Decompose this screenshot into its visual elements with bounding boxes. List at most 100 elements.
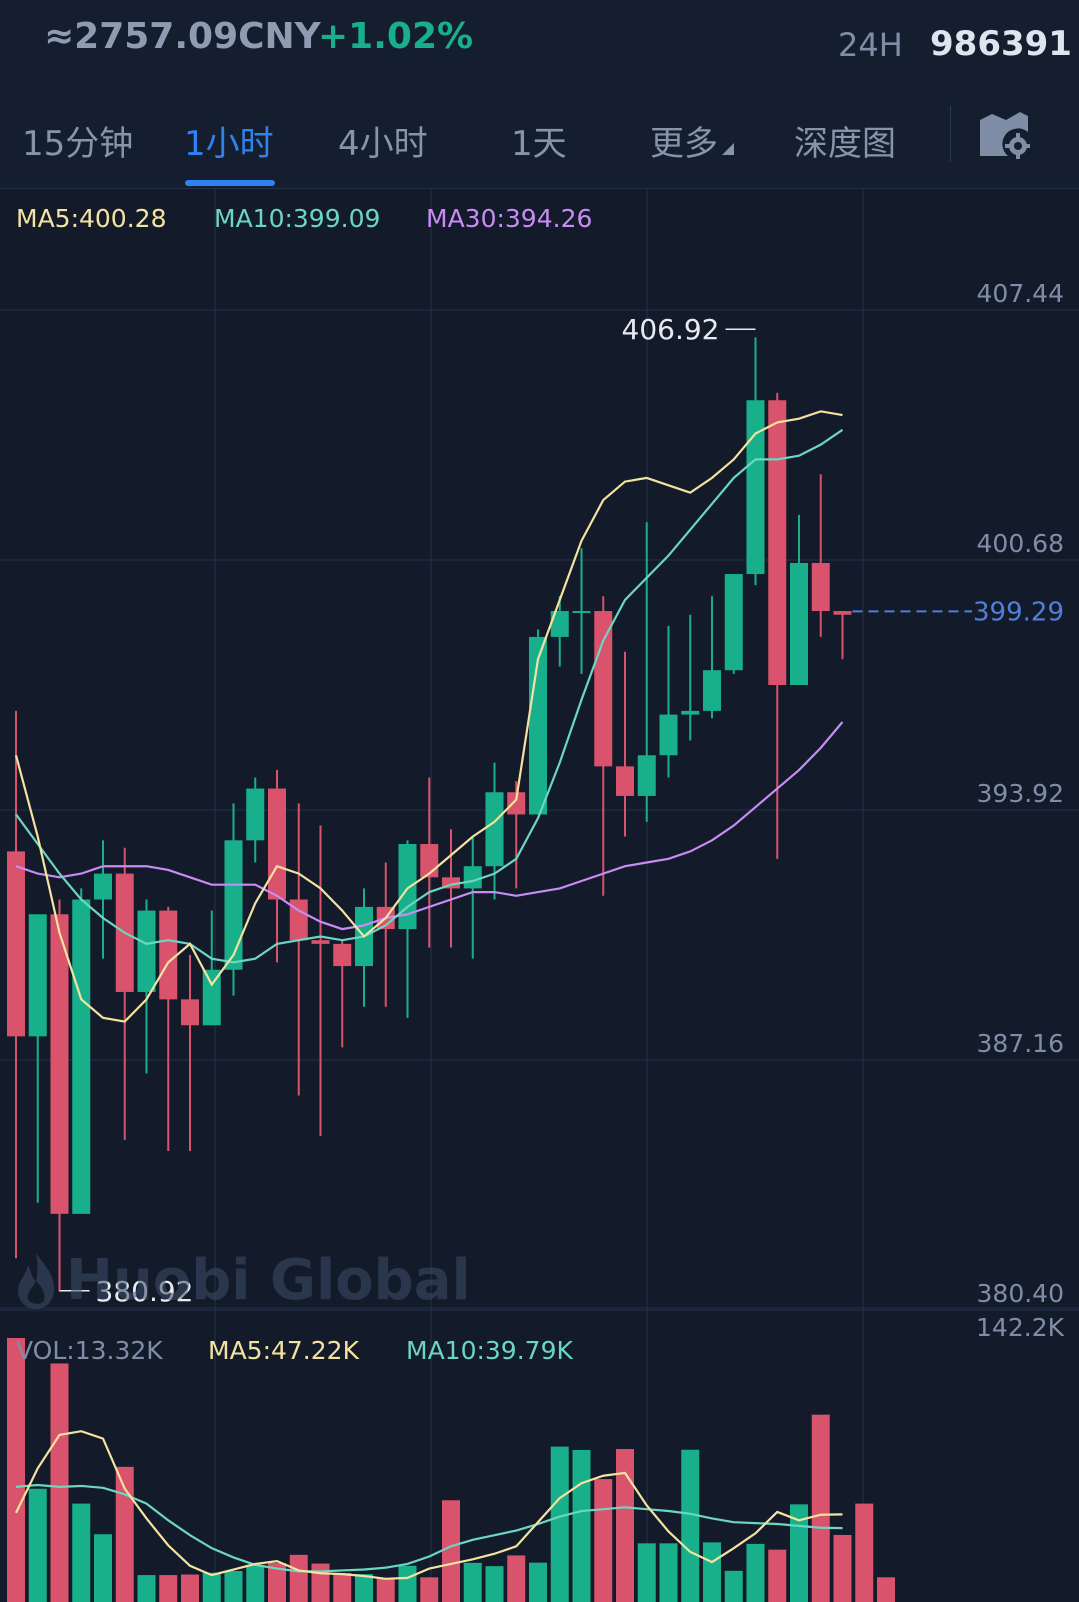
- volume-bar: [442, 1500, 460, 1602]
- volume-ma10-line: [15, 1483, 843, 1573]
- volume-bar: [50, 1363, 69, 1602]
- volume-bar: [529, 1562, 547, 1602]
- candle-body: [550, 611, 569, 637]
- candle-body: [333, 943, 352, 967]
- volume-bar: [289, 1554, 308, 1602]
- tab-more[interactable]: 更多: [650, 116, 736, 165]
- volume-bar: [268, 1563, 286, 1602]
- volume-bar: [137, 1575, 156, 1602]
- kline-chart[interactable]: 407.44 400.68 393.92 387.16 380.40 142.2K 399.…: [0, 188, 1079, 1602]
- volume-bar: [28, 1488, 47, 1602]
- candle-body: [811, 562, 830, 612]
- candle-body: [181, 999, 199, 1026]
- ma30-legend: MA30:394.26: [426, 204, 593, 233]
- tab-depth-chart[interactable]: 深度图: [794, 124, 896, 164]
- candle-body: [137, 910, 156, 992]
- volume-bar: [550, 1446, 569, 1602]
- candle-body: [594, 611, 613, 767]
- volume-bar: [594, 1479, 613, 1602]
- triangle-down-icon: [722, 143, 734, 155]
- price-axis-label: 407.44: [977, 279, 1064, 308]
- interval-tabs: 15分钟 1小时 4小时 1天 更多 深度图: [0, 96, 1079, 189]
- candle-body: [485, 792, 504, 867]
- candle-body: [72, 899, 91, 1214]
- volume-bar: [637, 1543, 656, 1602]
- volume-bar: [703, 1542, 721, 1602]
- chart-settings-icon[interactable]: [978, 110, 1030, 160]
- candle-body: [746, 400, 765, 575]
- candle-body: [224, 840, 243, 970]
- candle-body: [202, 969, 221, 1026]
- price-change-percent: +1.02%: [318, 16, 474, 57]
- high-price-label: 406.92: [622, 313, 720, 346]
- tab-15min[interactable]: 15分钟: [22, 124, 134, 164]
- volume-bar: [463, 1562, 482, 1602]
- volume-ma5-line: [15, 1430, 843, 1580]
- volume-bar: [94, 1534, 112, 1602]
- volume-bar: [681, 1449, 700, 1602]
- candles: [7, 337, 852, 1292]
- volume-bar: [855, 1503, 874, 1602]
- candle-body: [659, 714, 678, 756]
- volume-legend: VOL:13.32K: [16, 1336, 163, 1365]
- price-axis-label: 387.16: [977, 1029, 1064, 1058]
- volume-bar: [159, 1575, 178, 1602]
- price-axis-label: 380.40: [977, 1279, 1064, 1308]
- tab-more-label: 更多: [650, 124, 718, 164]
- volume-bar: [485, 1566, 504, 1602]
- candle-body: [637, 755, 656, 796]
- volume-bar: [572, 1449, 591, 1602]
- watermark-text: Huobi Global: [66, 1248, 471, 1313]
- volume-bar: [768, 1549, 787, 1602]
- volume-bar: [355, 1574, 373, 1602]
- candle-body: [572, 611, 591, 614]
- candle-body: [7, 851, 25, 1037]
- candle-body: [311, 940, 330, 944]
- price-cny: ≈2757.09CNY: [44, 16, 321, 57]
- volume-bar: [833, 1534, 852, 1602]
- tab-1hour[interactable]: 1小时: [184, 124, 274, 164]
- volume-ma10-legend: MA10:39.79K: [406, 1336, 573, 1365]
- candle-body: [268, 788, 286, 900]
- volume-bars: [7, 1338, 895, 1602]
- volume-bar: [659, 1543, 678, 1602]
- ma30-line: [15, 721, 844, 931]
- candle-body: [28, 914, 47, 1037]
- chart-grid: [0, 188, 1079, 1602]
- volume-bar: [507, 1555, 526, 1602]
- ticker-header: ≈2757.09CNY +1.02% 24H 986391: [0, 0, 1079, 96]
- candle-body: [703, 670, 721, 711]
- candle-body: [768, 400, 787, 685]
- candle-body: [681, 710, 700, 715]
- candlestick-chart[interactable]: 407.44 400.68 393.92 387.16 380.40 142.2K 399.…: [0, 188, 1079, 1602]
- candle-body: [833, 611, 852, 615]
- candle-body: [289, 899, 308, 941]
- tab-4hour[interactable]: 4小时: [338, 124, 428, 164]
- tab-1day[interactable]: 1天: [511, 124, 567, 164]
- ma5-line: [14, 410, 843, 1023]
- tab-divider: [950, 106, 951, 162]
- candle-body: [790, 562, 808, 685]
- flame-icon: [18, 1252, 54, 1309]
- candle-body: [616, 766, 634, 796]
- price-axis-label: 393.92: [977, 779, 1064, 808]
- watermark: Huobi Global: [14, 1248, 471, 1313]
- price-axis-label: 400.68: [977, 529, 1064, 558]
- volume-bar: [333, 1573, 352, 1602]
- volume-bar: [72, 1503, 91, 1602]
- volume-ma5-legend: MA5:47.22K: [208, 1336, 359, 1365]
- candle-body: [159, 910, 178, 1000]
- volume-bar: [724, 1570, 743, 1602]
- volume-bar: [224, 1570, 243, 1602]
- candle-body: [246, 788, 265, 841]
- volume-bar: [181, 1574, 199, 1602]
- volume-bar: [811, 1414, 830, 1602]
- volume-bar: [790, 1504, 808, 1602]
- candle-body: [398, 844, 417, 930]
- volume-bar: [420, 1577, 439, 1602]
- current-price-label: 399.29: [973, 597, 1064, 627]
- volume-bar: [202, 1572, 221, 1602]
- volume-bar: [877, 1577, 895, 1602]
- volume-bar: [7, 1338, 25, 1602]
